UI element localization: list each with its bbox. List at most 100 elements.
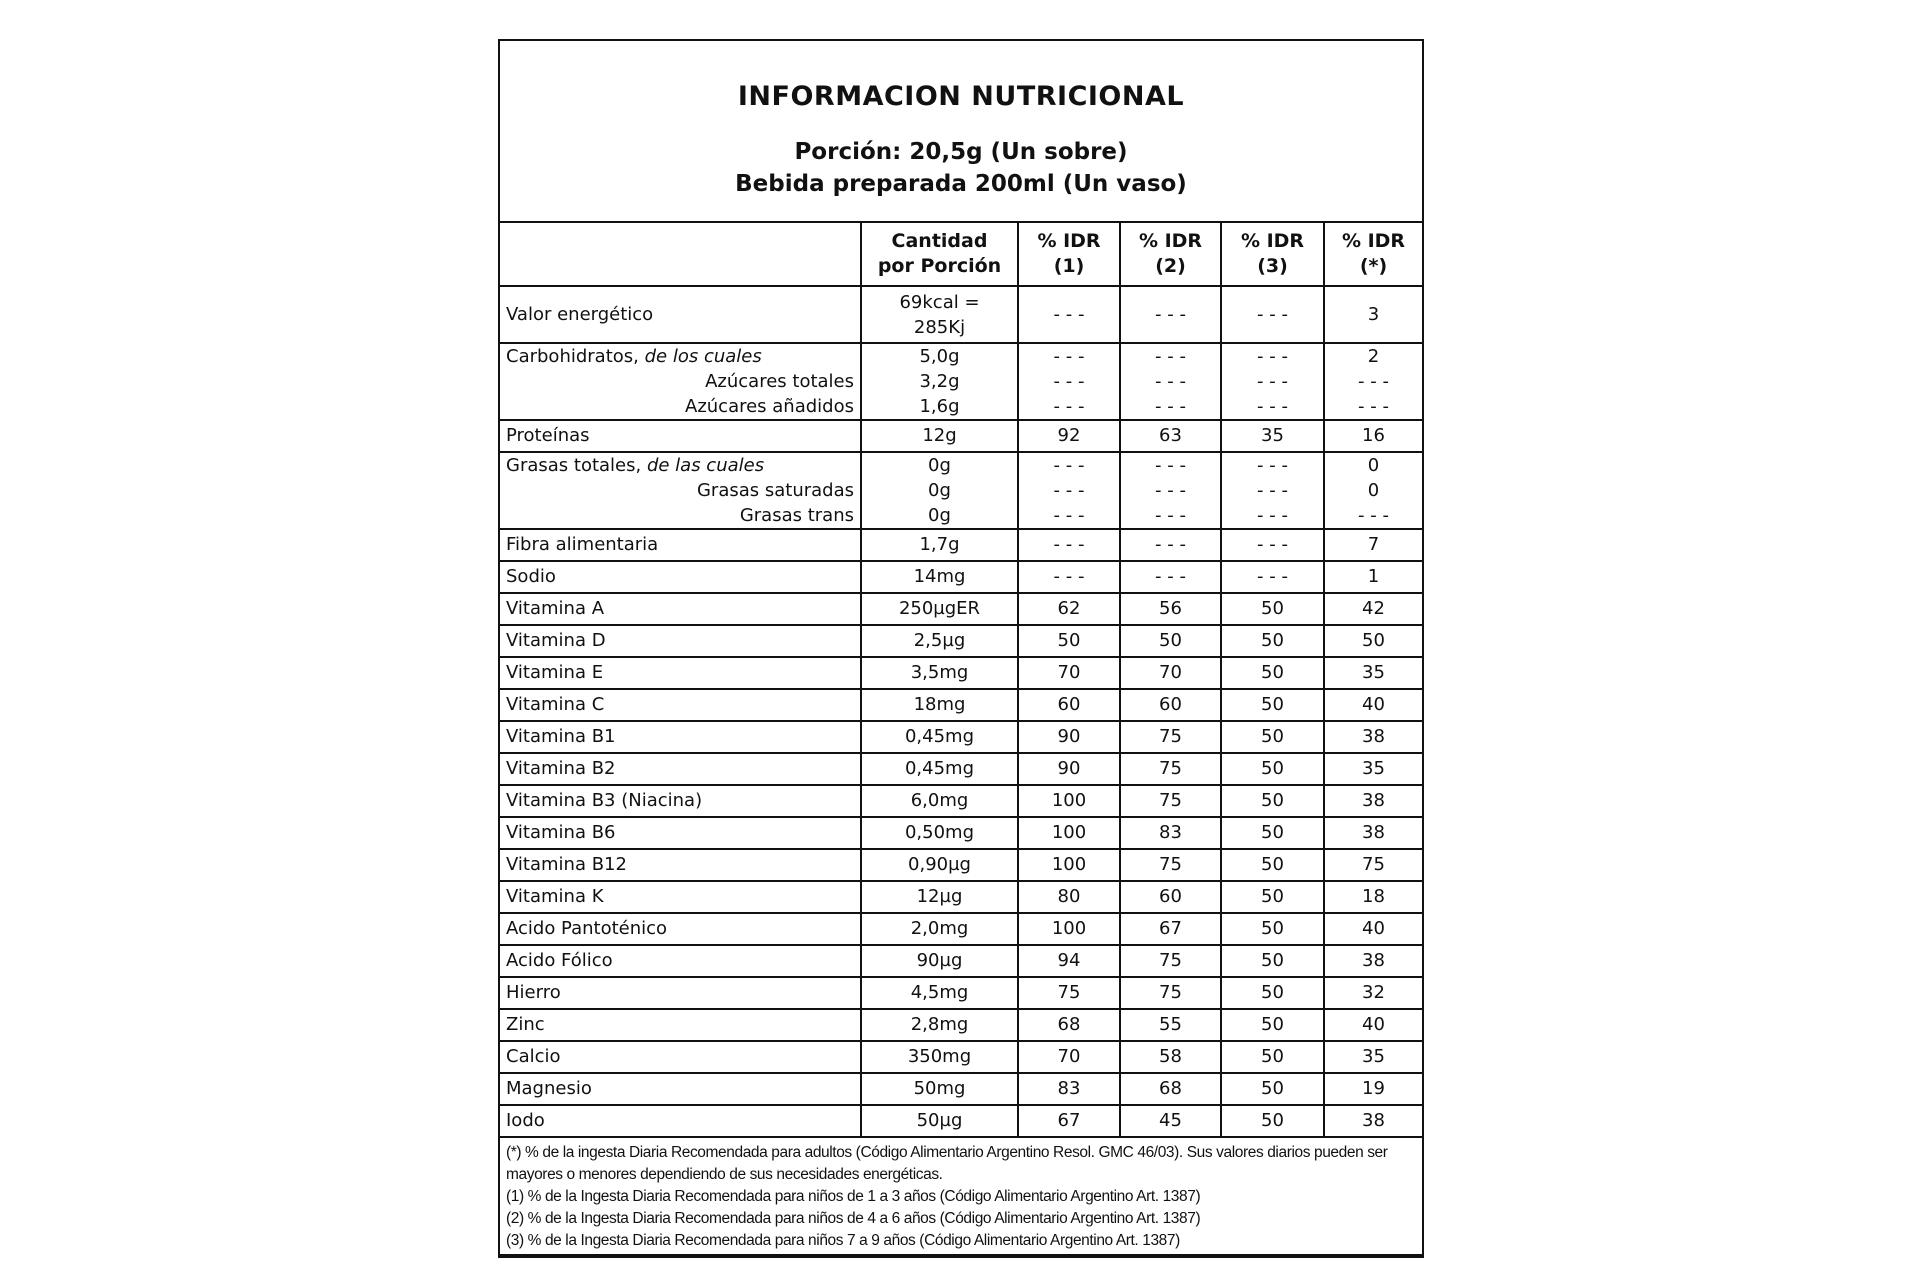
idr-adult-cell: 35 xyxy=(1323,656,1422,690)
idr3-cell: 50 xyxy=(1220,784,1325,818)
v: - - - xyxy=(1358,396,1389,417)
table-row-carbohydrates: Carbohidratos, de los cuales Azúcares to… xyxy=(500,342,1422,421)
idr2-cell: 75 xyxy=(1119,848,1222,882)
v: 0 xyxy=(1367,480,1380,501)
nutrient-column-header xyxy=(500,223,862,287)
nutrient-label: Hierro xyxy=(500,976,862,1010)
table-row: Iodo 50µg 67 45 50 38 xyxy=(500,1104,1422,1138)
idr-adult-cell: 38 xyxy=(1323,944,1422,978)
idr3-cell: 50 xyxy=(1220,1008,1325,1042)
fats-label-italic: de las cuales xyxy=(646,455,765,476)
table-row: Calcio 350mg 70 58 50 35 xyxy=(500,1040,1422,1074)
v: 5,0g xyxy=(919,346,960,367)
carbs-label: Carbohidratos, de los cuales xyxy=(506,344,854,369)
nutrient-label: Grasas totales, de las cuales Grasas sat… xyxy=(500,451,862,530)
amount-cell: 18mg xyxy=(860,688,1019,722)
idr3-cell: 50 xyxy=(1220,752,1325,786)
table-row: Hierro 4,5mg 75 75 50 32 xyxy=(500,976,1422,1010)
nutrient-label: Sodio xyxy=(500,560,862,594)
nutrient-label: Proteínas xyxy=(500,419,862,453)
nutrient-label: Vitamina B6 xyxy=(500,816,862,850)
header-line: por Porción xyxy=(877,255,1002,277)
idr-adult-cell: 50 xyxy=(1323,624,1422,658)
idr2-cell: 60 xyxy=(1119,688,1222,722)
idr-adult-cell: 1 xyxy=(1323,560,1422,594)
idr2-cell: 50 xyxy=(1119,624,1222,658)
idr3-cell: 50 xyxy=(1220,816,1325,850)
idr1-cell: 100 xyxy=(1017,784,1121,818)
idr1-cell: 100 xyxy=(1017,848,1121,882)
footnote-1: (1) % de la Ingesta Diaria Recomendada p… xyxy=(506,1188,1201,1205)
idr2-cell: 75 xyxy=(1119,976,1222,1010)
table-row: Vitamina D 2,5µg 50 50 50 50 xyxy=(500,624,1422,658)
nutrition-facts-panel: INFORMACION NUTRICIONAL Porción: 20,5g (… xyxy=(498,39,1424,1258)
table-row: Vitamina B3 (Niacina) 6,0mg 100 75 50 38 xyxy=(500,784,1422,818)
v: 1,6g xyxy=(919,396,960,417)
idr-adult-cell: 18 xyxy=(1323,880,1422,914)
amount-cell: 0,45mg xyxy=(860,720,1019,754)
nutrient-label: Vitamina B3 (Niacina) xyxy=(500,784,862,818)
v: 0g xyxy=(928,455,951,476)
idr2-cell: 75 xyxy=(1119,784,1222,818)
idr-adult-cell: 32 xyxy=(1323,976,1422,1010)
v: - - - xyxy=(1257,346,1288,367)
v: - - - xyxy=(1155,505,1186,526)
idr2-cell: - - - - - - - - - xyxy=(1119,342,1222,421)
v: 0 xyxy=(1367,455,1380,476)
table-row: Magnesio 50mg 83 68 50 19 xyxy=(500,1072,1422,1106)
idr-adult-cell: 38 xyxy=(1323,816,1422,850)
idr1-cell: 50 xyxy=(1017,624,1121,658)
idr1-cell: 75 xyxy=(1017,976,1121,1010)
v: - - - xyxy=(1257,396,1288,417)
idr2-cell: 55 xyxy=(1119,1008,1222,1042)
idr1-cell: 100 xyxy=(1017,912,1121,946)
idr2-cell: - - - xyxy=(1119,285,1222,344)
idr3-cell: 50 xyxy=(1220,1040,1325,1074)
footnotes-row: (*) % de la ingesta Diaria Recomendada p… xyxy=(500,1137,1422,1256)
nutrient-label: Magnesio xyxy=(500,1072,862,1106)
nutrition-title: INFORMACION NUTRICIONAL xyxy=(737,81,1185,112)
carbs-label-text: Carbohidratos, xyxy=(506,346,645,367)
idr-adult-cell: 16 xyxy=(1323,419,1422,453)
portion-text: Porción: 20,5g (Un sobre) xyxy=(794,139,1128,165)
idr2-cell: 56 xyxy=(1119,592,1222,626)
header-line: % IDR xyxy=(1240,230,1305,252)
idr2-cell: - - - xyxy=(1119,528,1222,562)
idr3-cell: 50 xyxy=(1220,976,1325,1010)
idr3-cell: 50 xyxy=(1220,688,1325,722)
idr1-cell: - - - - - - - - - xyxy=(1017,451,1121,530)
v: - - - xyxy=(1155,371,1186,392)
idr-adult-cell: 38 xyxy=(1323,720,1422,754)
nutrient-label: Vitamina C xyxy=(500,688,862,722)
amount-cell: 4,5mg xyxy=(860,976,1019,1010)
nutrient-label: Acido Fólico xyxy=(500,944,862,978)
table-row: Vitamina K 12µg 80 60 50 18 xyxy=(500,880,1422,914)
fats-label-text: Grasas totales, xyxy=(506,455,647,476)
idr3-cell: - - - xyxy=(1220,560,1325,594)
header-line: % IDR xyxy=(1138,230,1203,252)
amount-line: 285Kj xyxy=(913,316,966,338)
idr1-cell: 94 xyxy=(1017,944,1121,978)
header-line: (2) xyxy=(1155,255,1186,277)
nutrient-label: Vitamina A xyxy=(500,592,862,626)
nutrient-label: Acido Pantoténico xyxy=(500,912,862,946)
amount-cell: 2,8mg xyxy=(860,1008,1019,1042)
header-line: % IDR xyxy=(1037,230,1101,252)
idr-adult-cell: 40 xyxy=(1323,1008,1422,1042)
header-line: (*) xyxy=(1359,255,1388,277)
idr3-cell: 50 xyxy=(1220,592,1325,626)
amount-cell: 3,5mg xyxy=(860,656,1019,690)
idr3-cell: 50 xyxy=(1220,656,1325,690)
nutrient-label: Zinc xyxy=(500,1008,862,1042)
idr2-column-header: % IDR (2) xyxy=(1119,223,1222,287)
v: - - - xyxy=(1053,505,1085,526)
idr1-cell: 60 xyxy=(1017,688,1121,722)
amount-cell: 1,7g xyxy=(860,528,1019,562)
amount-cell: 0g 0g 0g xyxy=(860,451,1019,530)
amount-cell: 6,0mg xyxy=(860,784,1019,818)
idr1-cell: 70 xyxy=(1017,656,1121,690)
nutrient-label: Valor energético xyxy=(500,285,862,344)
table-row: Sodio 14mg - - -- - -- - -1 xyxy=(500,560,1422,594)
idr-adult-cell: 19 xyxy=(1323,1072,1422,1106)
v: - - - xyxy=(1257,371,1288,392)
